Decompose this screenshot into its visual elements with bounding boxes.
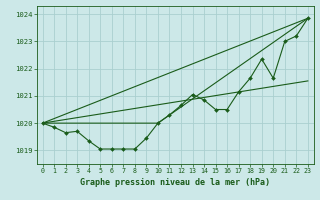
X-axis label: Graphe pression niveau de la mer (hPa): Graphe pression niveau de la mer (hPa) — [80, 178, 270, 187]
